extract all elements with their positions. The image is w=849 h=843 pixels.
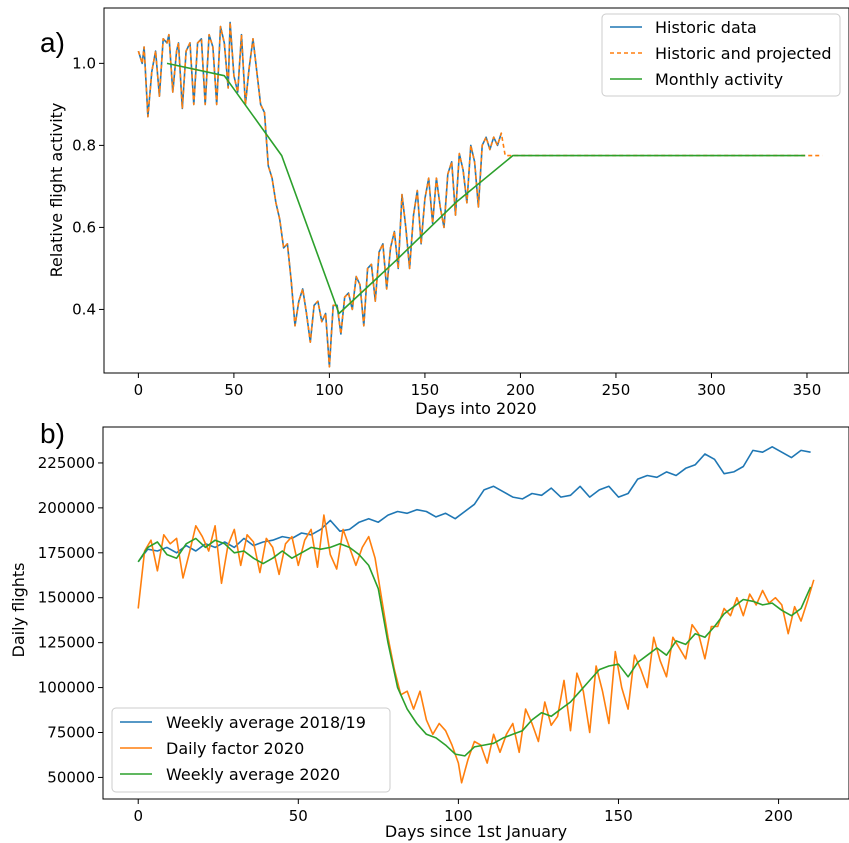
panel-a-x-tick-label: 250 bbox=[602, 381, 631, 399]
panel-a-plot-area bbox=[103, 7, 849, 374]
panel-b-x-tick-label: 50 bbox=[289, 807, 308, 825]
panel-a-x-axis-label: Days into 2020 bbox=[415, 399, 536, 418]
panel-b-x-axis-label: Days since 1st January bbox=[385, 822, 567, 841]
panel-a-x-tick-label: 0 bbox=[134, 381, 144, 399]
panel-a-x-tick-label: 300 bbox=[697, 381, 726, 399]
panel-b-y-tick-label: 175000 bbox=[38, 544, 95, 562]
panel-a-x-tick-label: 150 bbox=[411, 381, 440, 399]
panel-b-label: b) bbox=[40, 418, 65, 449]
panel-a-axes: 0 50 100 150 200 250 300 350 0.4 0.6 0.8 1.0 bbox=[72, 54, 821, 399]
panel-b-x-tick-label: 150 bbox=[604, 807, 633, 825]
series-line-monthly-activity bbox=[166, 62, 806, 315]
panel-b-y-tick-label: 100000 bbox=[38, 679, 95, 697]
panel-b-plot-area bbox=[102, 426, 849, 800]
panel-b-y-axis-label: Daily flights bbox=[9, 563, 28, 658]
panel-b-series bbox=[137, 446, 815, 784]
panel-a-chart: a) 0 50 100 150 200 250 300 350 0.4 0.6 0.8 1.0 Day… bbox=[40, 7, 849, 418]
panel-a-x-tick-label: 100 bbox=[315, 381, 344, 399]
panel-a-x-tick-label: 200 bbox=[506, 381, 535, 399]
panel-b-y-tick-label: 125000 bbox=[38, 634, 95, 652]
panel-a-y-tick-label: 1.0 bbox=[72, 54, 96, 72]
panel-b-y-tick-label: 150000 bbox=[38, 589, 95, 607]
legend-label-historic-data: Historic data bbox=[655, 18, 757, 37]
series-line-weekly-average-2020 bbox=[137, 537, 812, 757]
panel-a-label: a) bbox=[40, 27, 65, 58]
panel-a-legend: Historic data Historic and projected Mon… bbox=[601, 13, 841, 97]
panel-b-axes: 0 50 100 150 200 50000 75000 100000 125000 150000… bbox=[38, 454, 793, 825]
legend-label-historic-and-projected: Historic and projected bbox=[655, 44, 832, 63]
panel-b-y-tick-label: 200000 bbox=[38, 499, 95, 517]
panel-a-x-tick-label: 50 bbox=[224, 381, 243, 399]
panel-a-y-tick-label: 0.4 bbox=[72, 300, 96, 318]
legend-label-weekly-average-2018-19: Weekly average 2018/19 bbox=[166, 713, 366, 732]
panel-b-x-tick-label: 200 bbox=[764, 807, 793, 825]
panel-b-x-tick-label: 100 bbox=[444, 807, 473, 825]
series-line-historic-and-projected bbox=[137, 21, 823, 368]
panel-b-legend: Weekly average 2018/19 Daily factor 2020… bbox=[111, 707, 391, 793]
legend-label-daily-factor-2020: Daily factor 2020 bbox=[166, 739, 304, 758]
panel-a-x-tick-label: 350 bbox=[793, 381, 822, 399]
panel-a-y-tick-label: 0.6 bbox=[72, 218, 96, 236]
panel-a-legend-box bbox=[601, 13, 841, 97]
panel-b-y-tick-label: 75000 bbox=[47, 724, 95, 742]
panel-a-y-tick-label: 0.8 bbox=[72, 136, 96, 154]
panel-b-x-tick-label: 0 bbox=[133, 807, 143, 825]
series-line-weekly-average-2018-19 bbox=[137, 446, 811, 563]
legend-label-monthly-activity: Monthly activity bbox=[655, 70, 783, 89]
panel-a-y-axis-label: Relative flight activity bbox=[47, 103, 66, 278]
panel-b-chart: b) 0 50 100 150 200 50000 75000 100000 125000 150… bbox=[9, 418, 849, 841]
series-line-daily-factor-2020 bbox=[137, 514, 815, 784]
panel-b-y-tick-label: 225000 bbox=[38, 454, 95, 472]
panel-b-legend-box bbox=[111, 707, 391, 793]
panel-b-y-tick-label: 50000 bbox=[47, 768, 95, 786]
panel-a-series bbox=[137, 21, 823, 368]
legend-label-weekly-average-2020: Weekly average 2020 bbox=[166, 765, 340, 784]
